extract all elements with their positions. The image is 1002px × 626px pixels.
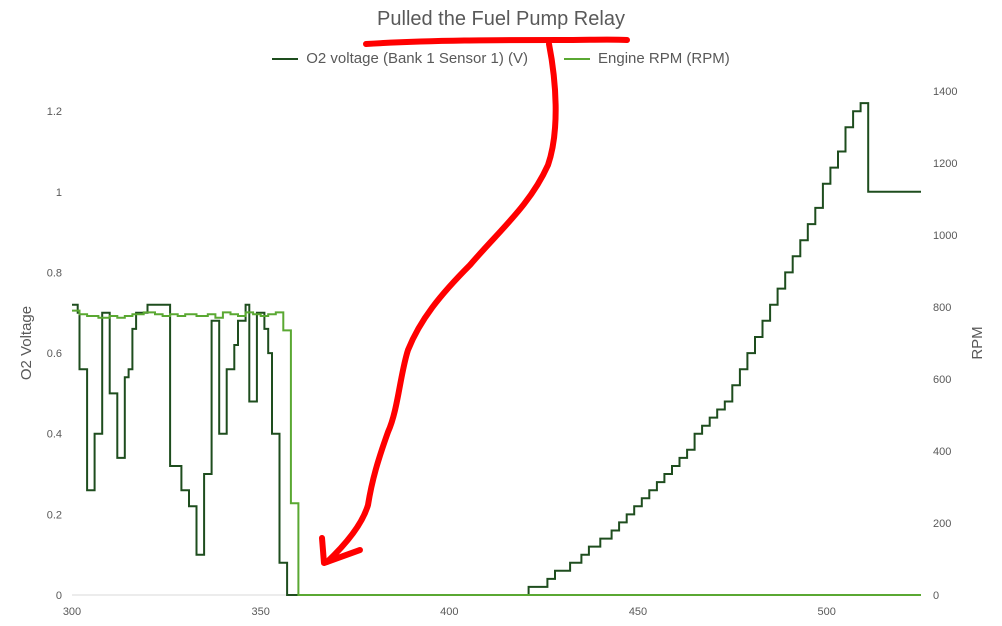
legend-label-rpm: Engine RPM (RPM) xyxy=(598,50,730,67)
chart-title: Pulled the Fuel Pump Relay xyxy=(377,8,625,30)
legend-item-rpm: Engine RPM (RPM) xyxy=(564,50,730,67)
series-layer xyxy=(72,102,921,596)
y2-tick-label: 600 xyxy=(933,374,951,386)
series-line-engine-rpm xyxy=(72,309,921,596)
annotation-arrow-shaft xyxy=(324,41,559,565)
y2-tick-label: 1000 xyxy=(933,230,957,242)
y-tick-label: 0.2 xyxy=(47,509,62,521)
x-tick-label: 350 xyxy=(251,606,269,618)
x-tick-label: 450 xyxy=(629,606,647,618)
y2-tick-label: 0 xyxy=(933,590,939,602)
legend: O2 voltage (Bank 1 Sensor 1) (V) Engine … xyxy=(0,50,1002,67)
legend-item-o2: O2 voltage (Bank 1 Sensor 1) (V) xyxy=(272,50,528,67)
title-underline xyxy=(363,36,630,47)
x-tick-label: 500 xyxy=(817,606,835,618)
y-tick-label: 0 xyxy=(56,590,62,602)
y-tick-label: 1.2 xyxy=(47,106,62,118)
annotation-layer xyxy=(319,36,630,566)
y2-tick-label: 1400 xyxy=(933,86,957,98)
axes: 300 350 400 450 500 0 0.2 0.4 0.6 0.8 1 1.2 0 200 400 6… xyxy=(18,86,986,618)
x-tick-label: 300 xyxy=(63,606,81,618)
y-tick-label: 0.4 xyxy=(47,429,62,441)
legend-swatch-o2 xyxy=(272,57,299,60)
y2-tick-label: 800 xyxy=(933,302,951,314)
y2-tick-label: 200 xyxy=(933,518,951,530)
annotation-arrow-head xyxy=(319,535,363,566)
y-tick-label: 0.8 xyxy=(47,267,62,279)
legend-label-o2: O2 voltage (Bank 1 Sensor 1) (V) xyxy=(306,50,529,67)
y2-axis-title: RPM xyxy=(969,326,986,359)
y2-tick-label: 400 xyxy=(933,446,951,458)
y2-tick-label: 1200 xyxy=(933,158,957,170)
legend-swatch-rpm xyxy=(564,57,591,60)
y-tick-label: 1 xyxy=(56,187,62,199)
series-line-o2-voltage xyxy=(72,102,921,596)
x-tick-label: 400 xyxy=(440,606,458,618)
y-tick-label: 0.6 xyxy=(47,348,62,360)
y-axis-title: O2 Voltage xyxy=(18,306,35,380)
